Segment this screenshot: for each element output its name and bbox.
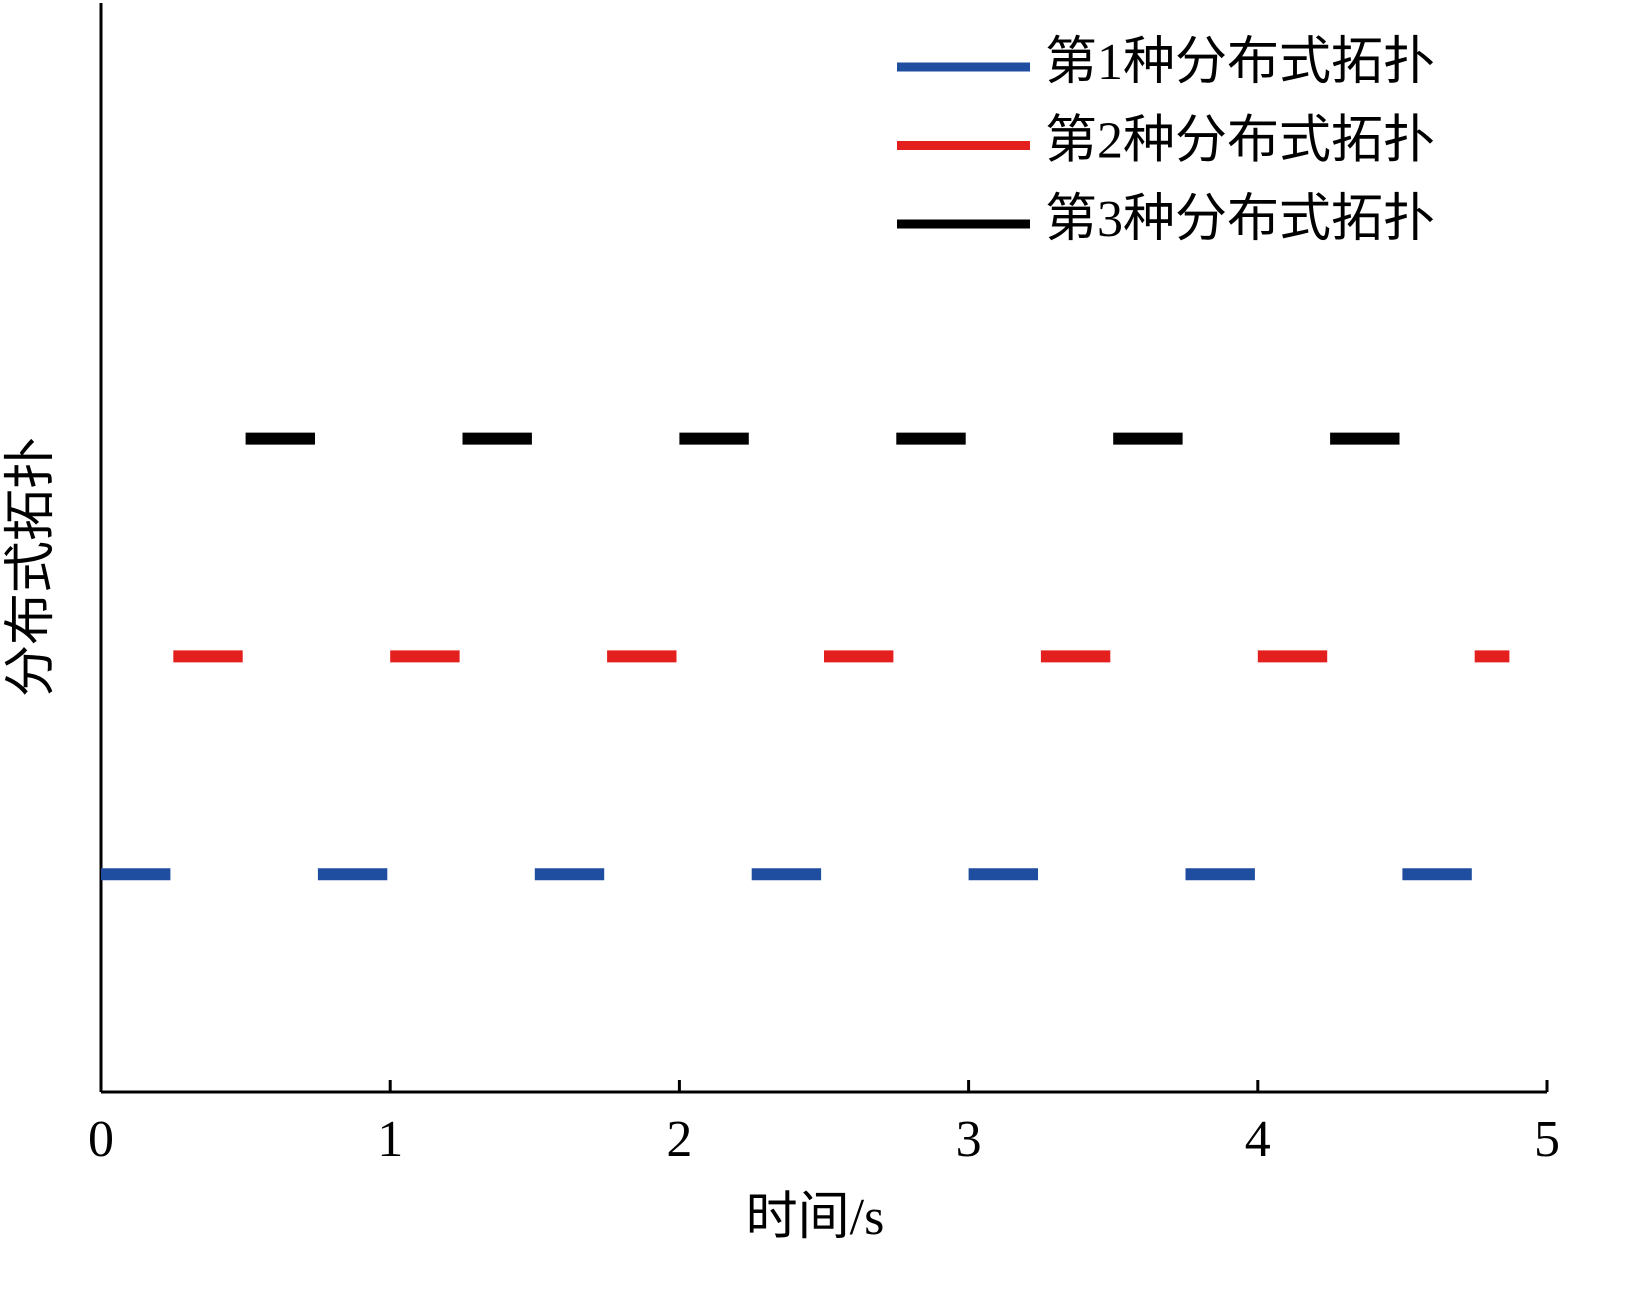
x-tick-label: 0 — [88, 1111, 114, 1168]
legend-label: 第1种分布式拓扑 — [1045, 34, 1435, 91]
x-tick-label: 1 — [377, 1111, 403, 1168]
x-axis-label: 时间/s — [746, 1189, 885, 1246]
y-axis-label: 分布式拓扑 — [3, 437, 60, 697]
x-tick-label: 4 — [1245, 1111, 1271, 1168]
legend-label: 第2种分布式拓扑 — [1045, 112, 1435, 169]
x-tick-label: 2 — [666, 1111, 692, 1168]
x-tick-label: 5 — [1534, 1111, 1560, 1168]
legend-label: 第3种分布式拓扑 — [1045, 191, 1435, 248]
x-tick-label: 3 — [956, 1111, 982, 1168]
